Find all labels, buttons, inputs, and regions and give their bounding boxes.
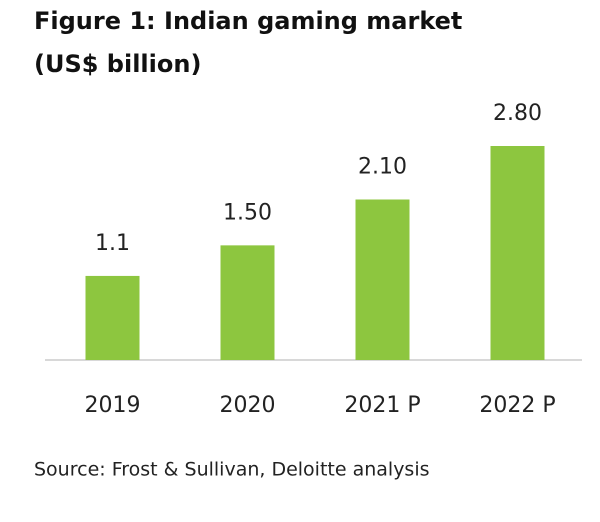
- value-label: 1.50: [223, 200, 272, 225]
- bar: [220, 245, 275, 360]
- x-tick-label: 2019: [85, 393, 141, 418]
- value-label: 2.80: [493, 101, 542, 126]
- x-tick-label: 2021 P: [344, 393, 420, 418]
- value-label: 1.1: [95, 231, 130, 256]
- chart-title: Figure 1: Indian gaming market: [34, 7, 462, 35]
- value-label: 2.10: [358, 155, 407, 180]
- bar: [85, 275, 140, 360]
- x-tick-label: 2022 P: [479, 393, 555, 418]
- bar: [490, 146, 545, 360]
- chart-subtitle: (US$ billion): [34, 50, 201, 78]
- source-note: Source: Frost & Sullivan, Deloitte analy…: [34, 459, 430, 481]
- bar: [355, 199, 410, 360]
- x-tick-label: 2020: [220, 393, 276, 418]
